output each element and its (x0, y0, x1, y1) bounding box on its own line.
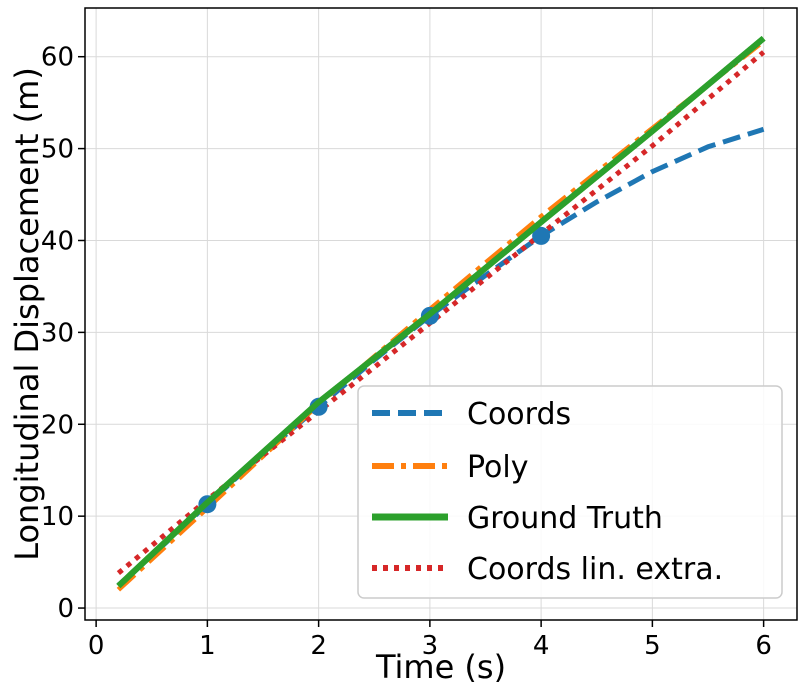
y-tick-label: 30 (41, 318, 74, 348)
y-tick-label: 50 (41, 135, 74, 165)
y-tick-label: 10 (41, 502, 74, 532)
series-line-ground-truth-overlay (116, 35, 766, 589)
plot-frame (84, 7, 798, 621)
x-tick-label: 6 (755, 631, 772, 661)
x-tick-label: 2 (310, 631, 327, 661)
marker-layer (116, 35, 766, 589)
x-tick-label: 5 (644, 631, 661, 661)
legend: Coords Poly Ground Truth Coords lin. extra. (357, 385, 783, 599)
x-tick-label: 0 (88, 631, 105, 661)
y-tick-label: 60 (41, 43, 74, 73)
x-tick-label: 4 (533, 631, 550, 661)
coords-marker-point (532, 226, 551, 245)
legend-label: Coords (467, 397, 571, 432)
x-tick-label: 3 (422, 631, 439, 661)
x-axis-title: Time (s) (375, 648, 506, 685)
legend-box (357, 385, 783, 599)
legend-label: Coords lin. extra. (467, 552, 723, 587)
y-tick-label: 20 (41, 410, 74, 440)
y-tick-label: 40 (41, 226, 74, 256)
y-axis-title: Longitudinal Displacement (m) (8, 67, 46, 561)
legend-label: Poly (467, 450, 528, 485)
legend-label: Ground Truth (467, 501, 663, 536)
y-tick-label: 0 (57, 594, 74, 624)
x-tick-label: 1 (199, 631, 216, 661)
